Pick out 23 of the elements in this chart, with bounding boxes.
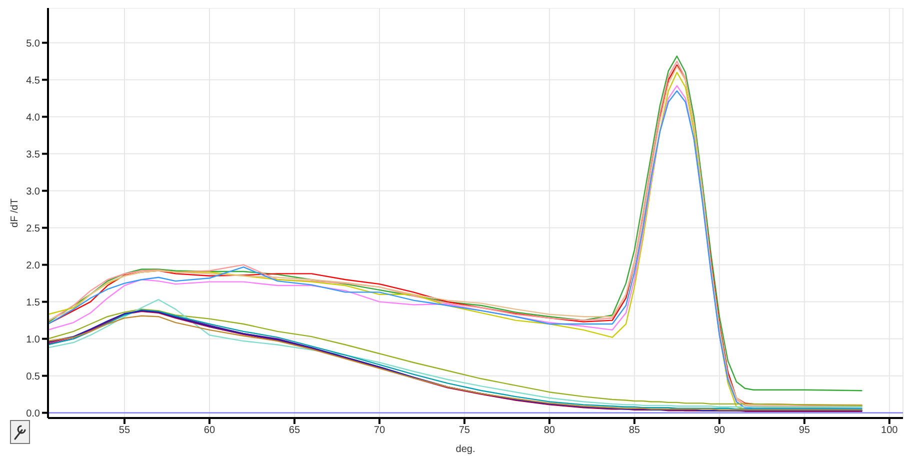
y-tick-label: 4.0 bbox=[26, 112, 40, 124]
y-tick-label: 3.0 bbox=[26, 186, 40, 198]
x-tick-label: 70 bbox=[374, 425, 386, 436]
x-tick-label: 90 bbox=[714, 425, 726, 436]
y-tick-label: 4.5 bbox=[26, 75, 40, 86]
y-tick-label: 1.5 bbox=[26, 297, 40, 308]
x-tick-label: 60 bbox=[204, 425, 216, 436]
x-tick-label: 80 bbox=[544, 425, 556, 436]
y-tick-label: 5.0 bbox=[26, 38, 40, 50]
y-tick-label: 0.5 bbox=[26, 371, 40, 382]
y-tick-label: 1.0 bbox=[26, 334, 40, 346]
x-tick-label: 85 bbox=[628, 425, 640, 436]
x-tick-label: 55 bbox=[118, 425, 130, 436]
x-tick-label: 65 bbox=[288, 425, 300, 436]
x-axis-title: deg. bbox=[456, 444, 476, 455]
x-tick-label: 95 bbox=[798, 425, 810, 436]
y-tick-label: 2.5 bbox=[26, 223, 40, 234]
x-tick-label: 75 bbox=[458, 425, 470, 436]
y-tick-label: 0.0 bbox=[26, 408, 40, 420]
y-tick-label: 3.5 bbox=[26, 149, 40, 160]
y-tick-label: 2.0 bbox=[26, 260, 40, 272]
x-tick-label: 100 bbox=[881, 425, 898, 436]
y-axis-title: dF /dT bbox=[10, 198, 21, 228]
